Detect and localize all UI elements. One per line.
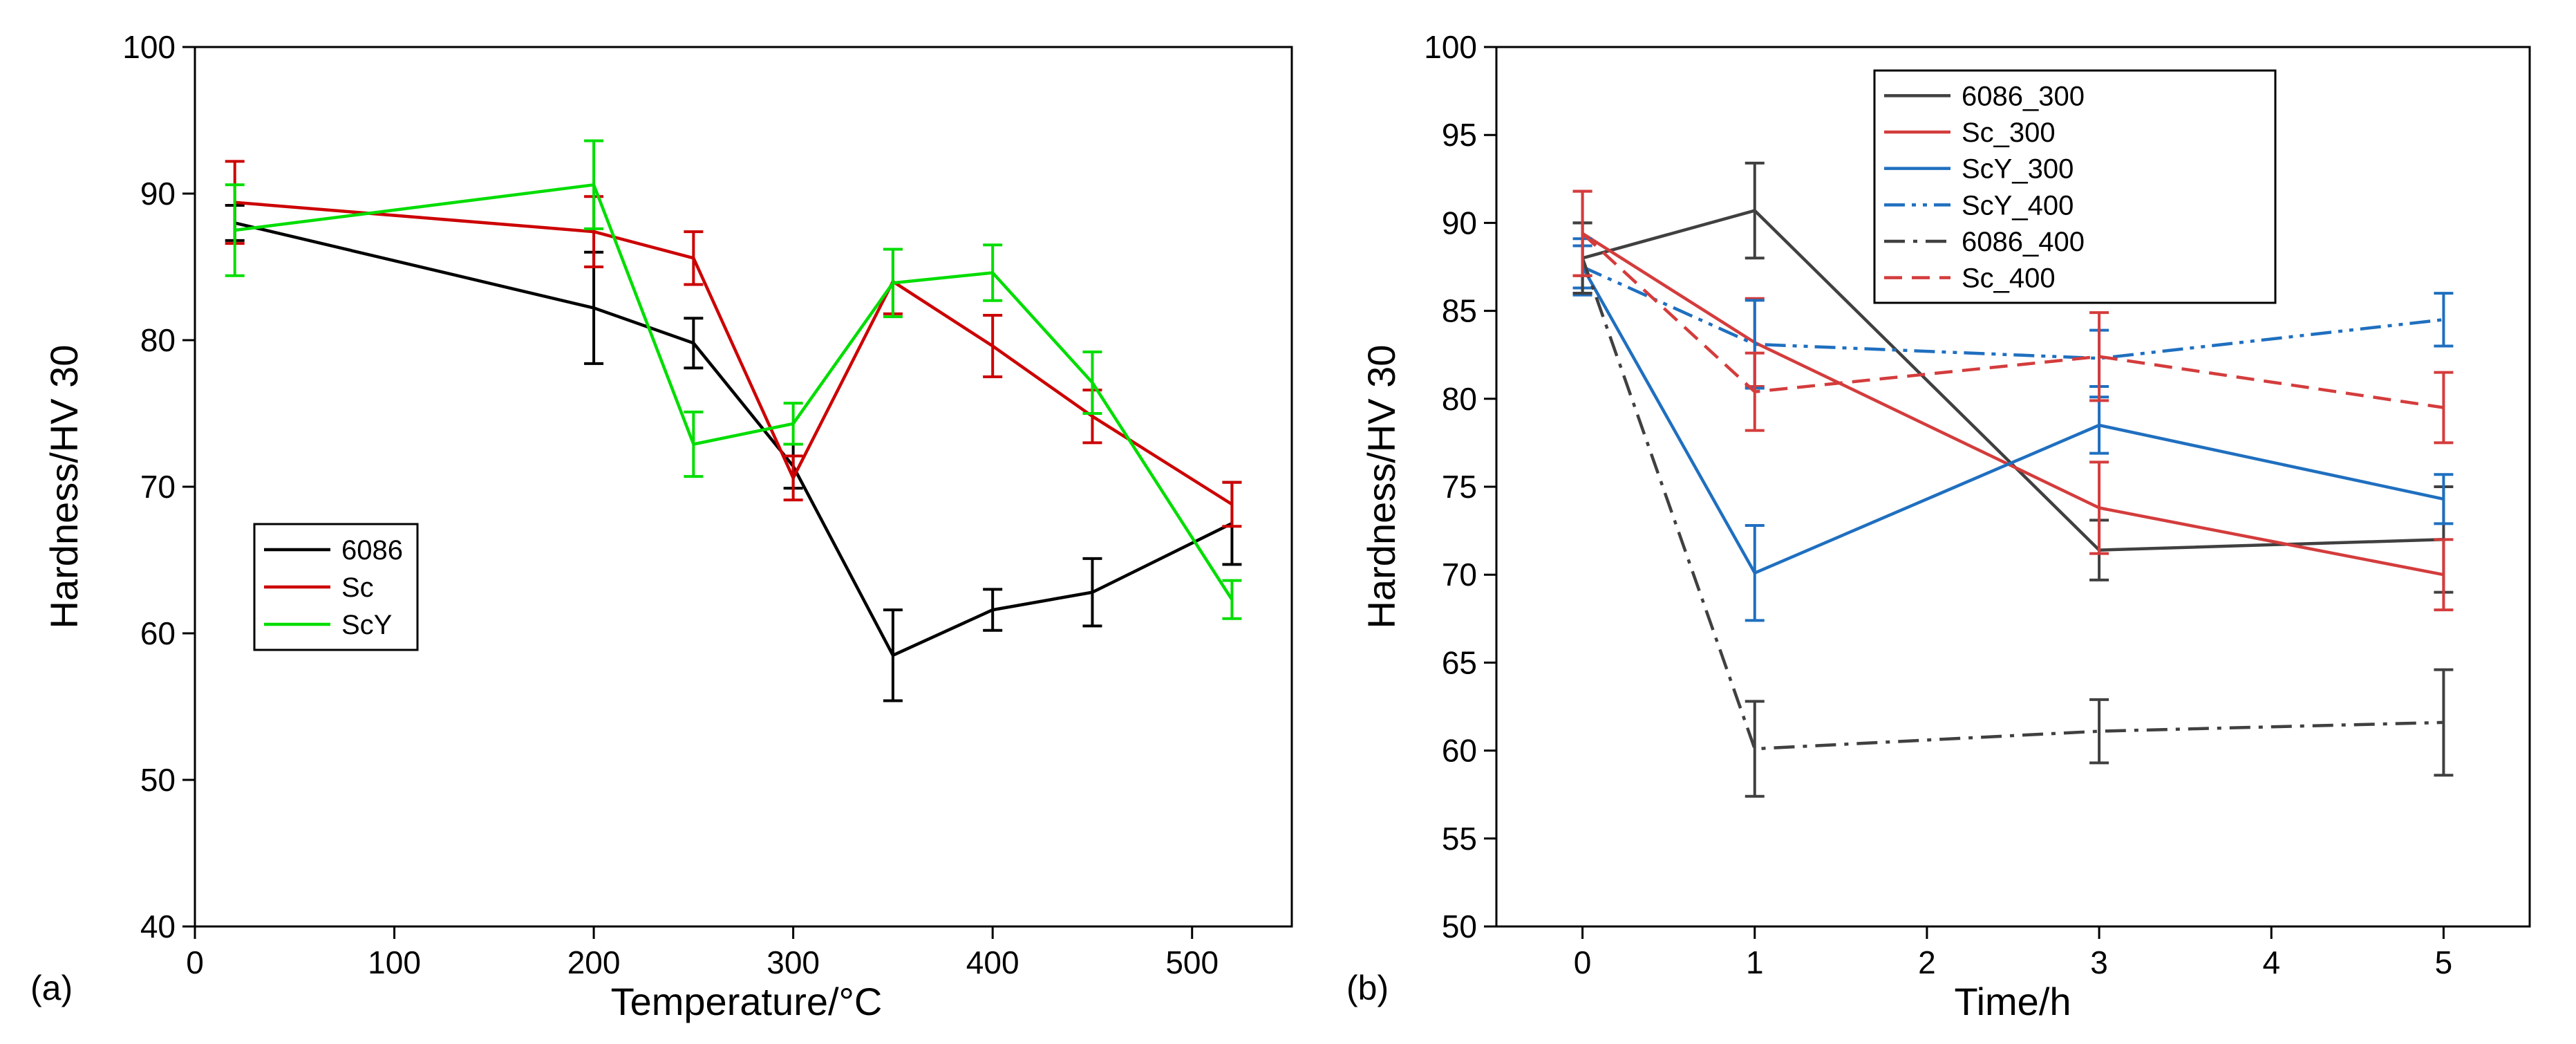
panel-b-error-bar <box>1572 189 1592 277</box>
panel-a-x-tick-label: 100 <box>368 944 421 980</box>
panel-a-x-axis-label: Temperature/°C <box>611 980 883 1023</box>
panel-a-legend-label: Sc <box>341 572 374 603</box>
panel-b-error-bar <box>1745 700 1765 798</box>
panel-a-x-tick-label: 300 <box>767 944 820 980</box>
panel-b-series-line-Sc_400 <box>1581 232 2444 409</box>
panel-a-y-tick-label: 60 <box>140 615 176 651</box>
panel-a-error-bar <box>983 588 1003 632</box>
panel-a-error-bar <box>1082 557 1102 628</box>
panel-a-ticks: 0 100 200 300 400 500 40 50 60 70 80 90 100 <box>122 29 1219 980</box>
panel-b-y-tick-label: 70 <box>1442 557 1477 593</box>
panel-b-error-bar <box>1745 351 1765 432</box>
panel-b-y-tick-label: 100 <box>1424 29 1477 65</box>
panel-b-series-line-6086_400 <box>1581 257 2444 751</box>
panel-b-x-tick-label: 3 <box>2090 944 2108 980</box>
panel-a-error-bar <box>983 313 1003 378</box>
panel-a-legend-label: ScY <box>341 610 392 640</box>
panel-b-marks <box>1572 161 2454 798</box>
panel-a-x-tick-label: 0 <box>186 944 204 980</box>
panel-b-error-bar <box>2434 292 2454 348</box>
panel-b-error-bar <box>1745 161 1765 260</box>
panel-b-y-tick-label: 90 <box>1442 205 1477 241</box>
panel-b-legend: 6086_300 Sc_300 ScY_300 ScY_400 6086_400 Sc_4… <box>1873 69 2277 304</box>
panel-a-y-tick-label: 80 <box>140 322 176 358</box>
panel-b-y-tick-label: 55 <box>1442 821 1477 857</box>
panel-b-series-line-6086_300 <box>1582 209 2444 552</box>
panel-a-error-bar <box>684 410 704 478</box>
panel-a-y-tick-label: 50 <box>140 762 176 798</box>
panel-b-x-tick-label: 1 <box>1746 944 1764 980</box>
panel-b-y-tick-label: 85 <box>1442 293 1477 329</box>
panel-b-x-tick-label: 4 <box>2262 944 2280 980</box>
panel-a-label: (a) <box>30 969 73 1007</box>
panel-a-marks <box>225 139 1242 702</box>
panel-a-x-tick-label: 200 <box>567 944 621 980</box>
panel-b-y-tick-label: 75 <box>1442 469 1477 505</box>
panel-a-y-tick-label: 70 <box>140 469 176 505</box>
panel-b-error-bar <box>2089 311 2109 402</box>
panel-b-x-axis-label: Time/h <box>1954 980 2071 1023</box>
panel-b-error-bar <box>2434 668 2454 777</box>
panel-b-error-bar <box>2434 371 2454 445</box>
panel-b-y-tick-label: 50 <box>1442 908 1477 944</box>
panel-b-legend-label: 6086_400 <box>1962 227 2085 257</box>
panel-a-error-bar <box>225 183 245 277</box>
panel-a-chart: 0 100 200 300 400 500 40 50 60 70 80 90 100 6086 Sc Sc… <box>30 29 1293 1023</box>
panel-a-legend-label: 6086 <box>341 535 403 566</box>
panel-b-error-bar <box>2434 538 2454 612</box>
panel-a-y-tick-label: 90 <box>140 176 176 212</box>
panel-a-error-bar <box>1222 579 1242 620</box>
panel-b-legend-box <box>1873 69 2277 304</box>
panel-b-y-tick-label: 95 <box>1442 117 1477 153</box>
panel-b-x-tick-label: 0 <box>1574 944 1592 980</box>
panel-b-y-tick-label: 80 <box>1442 381 1477 417</box>
panel-a-y-tick-label: 40 <box>140 908 176 944</box>
panel-b-y-axis-label: Hardness/HV 30 <box>1360 345 1403 629</box>
panel-a-legend: 6086 Sc ScY <box>253 523 419 651</box>
panel-b-label: (b) <box>1346 969 1389 1007</box>
panel-b-series-line-Sc_300 <box>1581 232 2444 577</box>
panel-a-error-bar <box>883 608 903 702</box>
panel-b-series-line-ScY_300 <box>1581 265 2444 575</box>
panel-b-legend-label: ScY_400 <box>1962 190 2074 221</box>
panel-b-legend-label: Sc_400 <box>1962 263 2056 294</box>
panel-a-error-bar <box>684 230 704 286</box>
panel-b-error-bar <box>1745 523 1765 622</box>
panel-b-x-tick-label: 5 <box>2435 944 2453 980</box>
panel-a-error-bar <box>783 402 803 446</box>
panel-a-series-line-6086 <box>234 221 1233 658</box>
panel-a-y-axis-label: Hardness/HV 30 <box>42 345 86 629</box>
panel-a-error-bar <box>983 243 1003 302</box>
panel-a-error-bar <box>783 454 803 502</box>
panel-b-legend-label: 6086_300 <box>1962 81 2085 111</box>
panel-b-error-bar <box>2089 460 2109 555</box>
panel-b-legend-label: ScY_300 <box>1962 154 2074 185</box>
panel-a-series-line-Sc <box>234 201 1233 506</box>
panel-b-legend-label: Sc_300 <box>1962 118 2056 148</box>
panel-a-x-tick-label: 400 <box>966 944 1019 980</box>
panel-b-series-line-ScY_400 <box>1581 265 2444 360</box>
panel-a-y-tick-label: 100 <box>122 29 176 65</box>
panel-a-x-tick-label: 500 <box>1165 944 1219 980</box>
panel-a-error-bar <box>684 317 704 370</box>
panel-a-error-bar <box>1082 350 1102 415</box>
panel-a-error-bar <box>584 139 604 230</box>
panel-b-x-tick-label: 2 <box>1918 944 1936 980</box>
panel-a-error-bar <box>883 248 903 319</box>
panel-b-error-bar <box>2089 698 2109 765</box>
panel-a-error-bar <box>1222 481 1242 528</box>
panel-b-error-bar <box>2434 473 2454 525</box>
panel-b-y-tick-label: 60 <box>1442 733 1477 769</box>
panel-b-y-tick-label: 65 <box>1442 644 1477 680</box>
panel-a-series-line-ScY <box>234 183 1234 601</box>
